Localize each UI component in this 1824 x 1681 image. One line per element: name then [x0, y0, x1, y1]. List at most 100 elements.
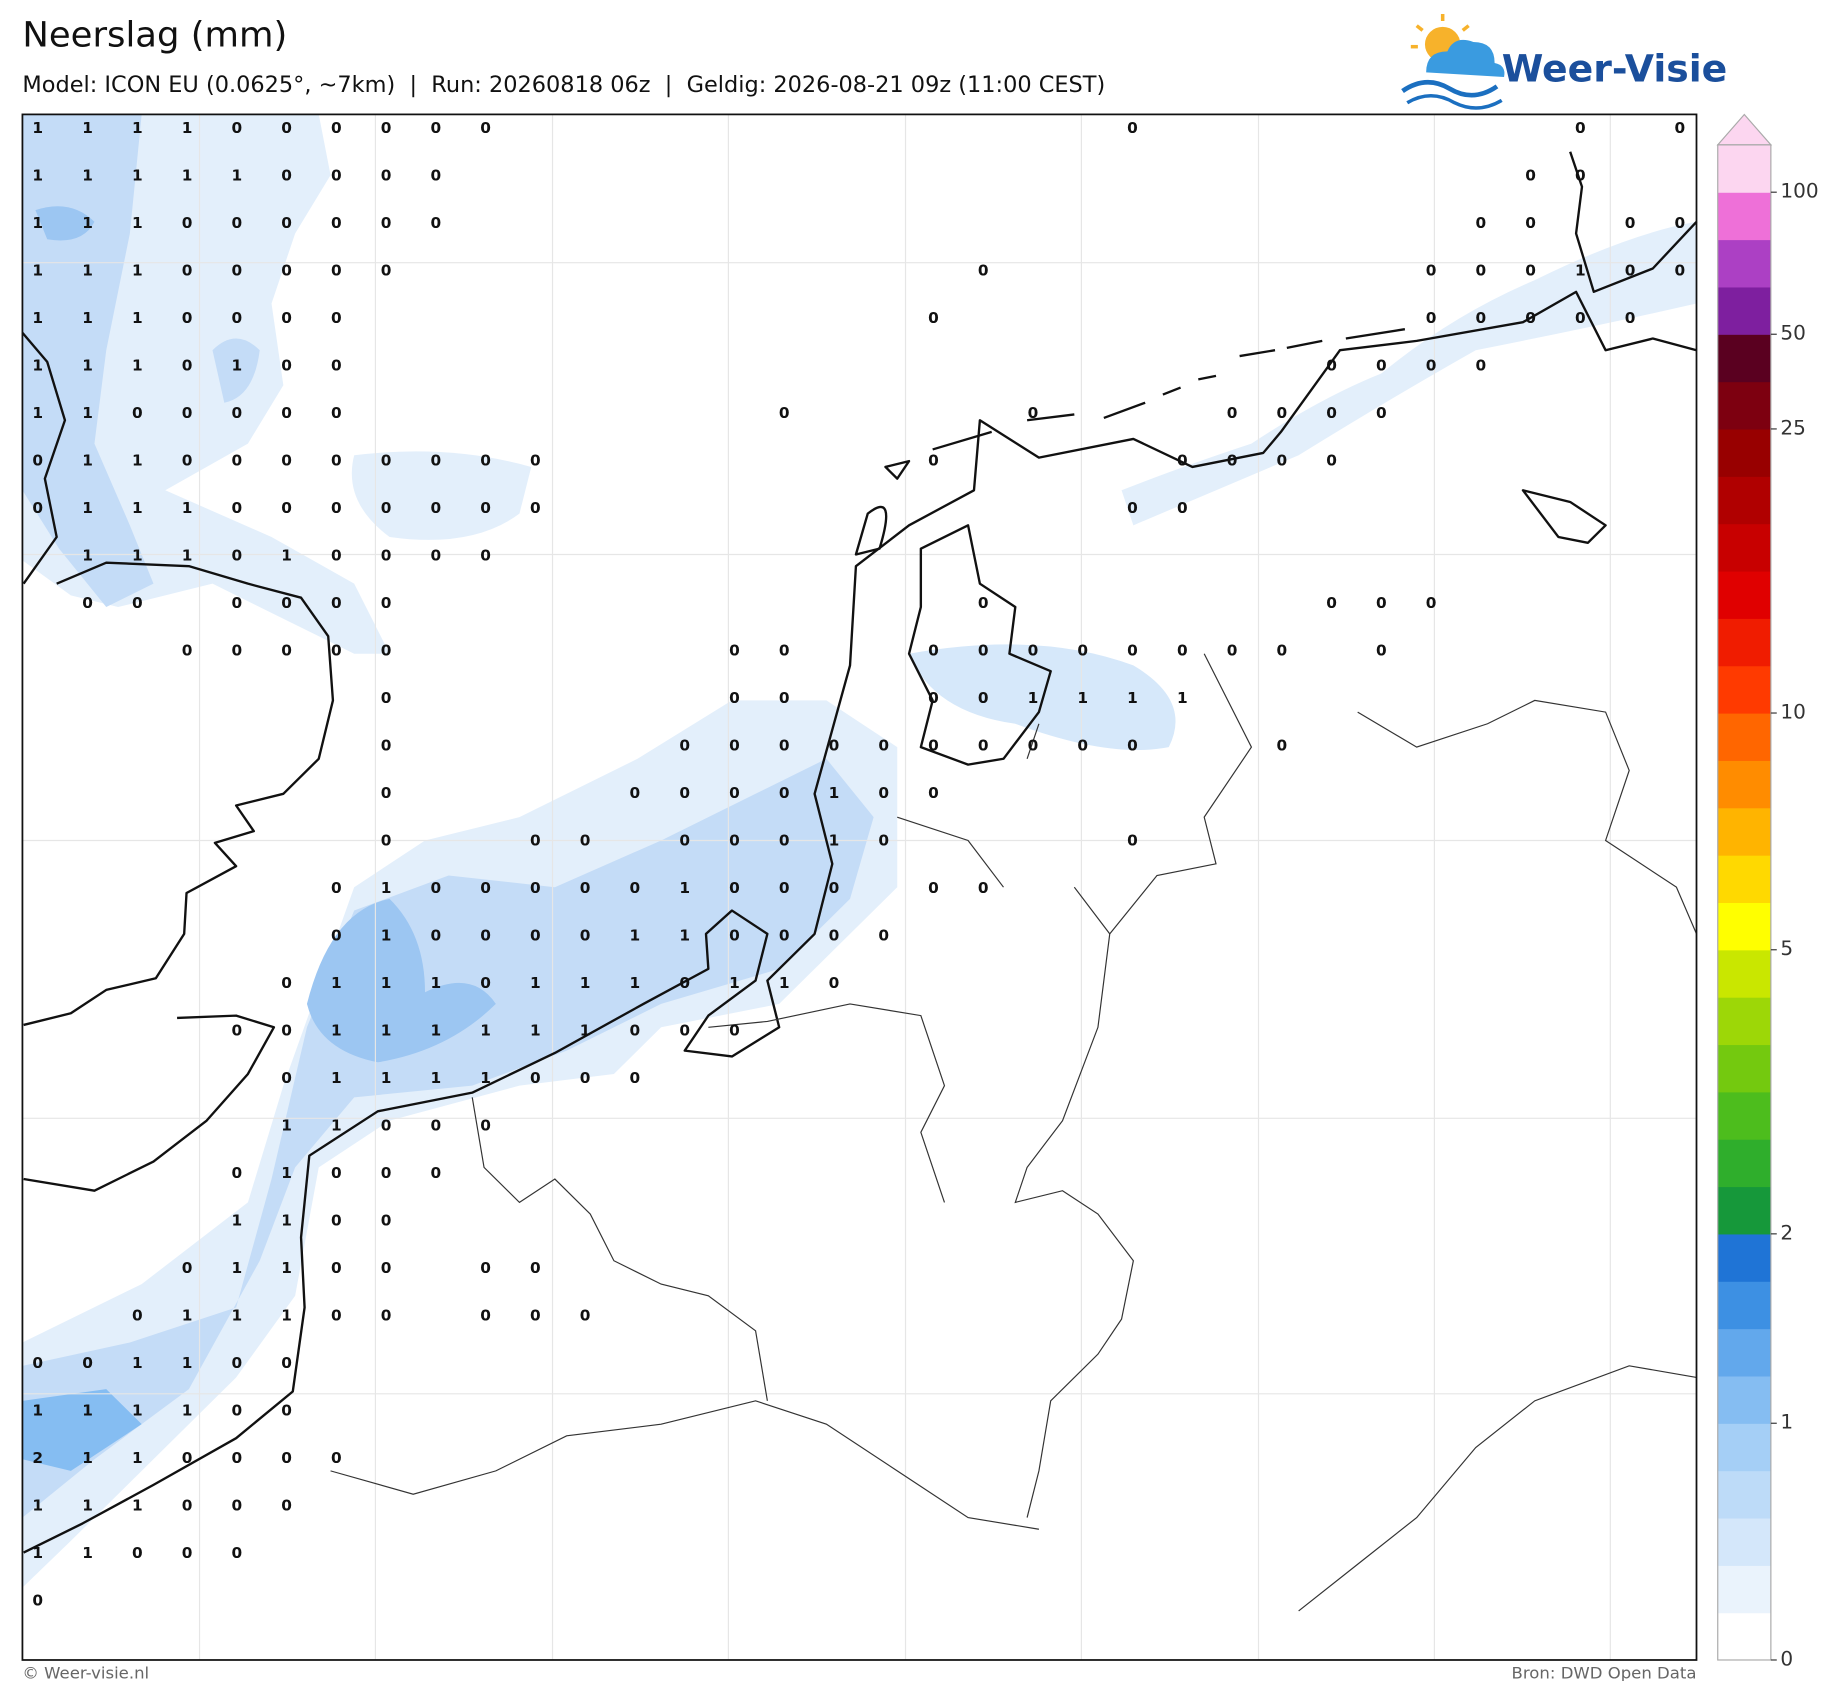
point-value: 0 [878, 832, 889, 850]
point-value: 0 [679, 832, 690, 850]
point-value: 1 [132, 357, 143, 375]
point-value: 1 [182, 1402, 193, 1420]
point-value: 0 [82, 594, 93, 612]
point-value: 0 [779, 642, 790, 660]
colorbar-segment [1717, 381, 1771, 430]
point-value: 0 [231, 1164, 242, 1182]
point-value: 0 [480, 1307, 491, 1325]
logo-text: Weer-Visie [1502, 47, 1728, 91]
point-value: 0 [381, 784, 392, 802]
point-value: 0 [381, 1307, 392, 1325]
point-value: 0 [331, 1259, 342, 1277]
point-value: 1 [231, 1307, 242, 1325]
colorbar-segment [1717, 1233, 1771, 1282]
colorbar-segment [1717, 570, 1771, 619]
point-value: 1 [182, 1354, 193, 1372]
point-value: 0 [1276, 642, 1287, 660]
point-value: 1 [32, 261, 43, 279]
point-value: 0 [1426, 309, 1437, 327]
point-value: 0 [32, 452, 43, 470]
point-value: 1 [281, 547, 292, 565]
point-value: 0 [829, 927, 840, 945]
point-value: 0 [331, 642, 342, 660]
colorbar-segment [1717, 1328, 1771, 1377]
colorbar-segment [1717, 1423, 1771, 1472]
point-value: 0 [381, 547, 392, 565]
point-value: 1 [630, 974, 641, 992]
point-value: 0 [381, 452, 392, 470]
point-value: 0 [231, 1022, 242, 1040]
point-value: 0 [281, 974, 292, 992]
point-value: 0 [431, 547, 442, 565]
point-value: 1 [182, 547, 193, 565]
point-value: 0 [281, 642, 292, 660]
coastlines [21, 151, 1698, 1554]
colorbar-segment [1717, 239, 1771, 288]
point-value: 1 [679, 879, 690, 897]
point-value: 0 [630, 1022, 641, 1040]
point-value: 1 [431, 1022, 442, 1040]
point-value: 1 [82, 1402, 93, 1420]
point-value: 0 [431, 499, 442, 517]
point-value: 0 [1675, 214, 1686, 232]
point-value: 1 [132, 166, 143, 184]
point-value: 0 [779, 737, 790, 755]
point-value: 0 [1376, 357, 1387, 375]
point-value: 0 [1575, 309, 1586, 327]
point-value: 0 [580, 1069, 591, 1087]
point-value: 0 [978, 689, 989, 707]
point-value: 0 [1177, 642, 1188, 660]
point-value: 0 [580, 1307, 591, 1325]
point-value: 1 [32, 1544, 43, 1562]
point-value: 0 [182, 1544, 193, 1562]
point-value: 0 [580, 927, 591, 945]
colorbar-segment [1717, 1470, 1771, 1519]
point-value: 0 [281, 1022, 292, 1040]
colorbar-tick-label: 5 [1780, 936, 1793, 960]
point-value: 0 [928, 879, 939, 897]
point-value: 1 [182, 1307, 193, 1325]
colorbar-segment [1717, 428, 1771, 477]
point-value: 0 [729, 1022, 740, 1040]
point-value: 0 [32, 1592, 43, 1610]
colorbar-segment [1717, 523, 1771, 572]
point-value: 0 [231, 309, 242, 327]
point-value: 0 [331, 309, 342, 327]
point-value: 1 [32, 119, 43, 137]
point-value: 0 [779, 879, 790, 897]
point-value: 0 [182, 642, 193, 660]
point-value: 0 [1326, 357, 1337, 375]
point-value: 0 [480, 499, 491, 517]
point-value: 0 [1625, 261, 1636, 279]
point-value: 0 [231, 499, 242, 517]
point-value: 0 [1376, 594, 1387, 612]
colorbar-tick-label: 50 [1780, 321, 1806, 345]
point-value: 1 [132, 499, 143, 517]
point-value: 0 [1127, 499, 1138, 517]
point-value: 1 [331, 1022, 342, 1040]
point-value: 0 [729, 832, 740, 850]
point-value: 0 [928, 689, 939, 707]
colorbar-tick-label: 0 [1780, 1647, 1793, 1671]
point-value: 0 [431, 214, 442, 232]
point-value: 0 [1476, 309, 1487, 327]
point-value: 0 [231, 1354, 242, 1372]
point-value: 0 [132, 1307, 143, 1325]
colorbar-extend [1716, 113, 1773, 146]
colorbar-segment [1717, 1517, 1771, 1566]
colorbar-segment [1717, 192, 1771, 241]
point-value: 0 [281, 594, 292, 612]
point-value: 1 [1177, 689, 1188, 707]
colorbar-segment [1717, 760, 1771, 809]
point-value: 0 [928, 784, 939, 802]
point-value: 0 [182, 309, 193, 327]
point-value: 0 [1376, 642, 1387, 660]
point-value: 0 [182, 1259, 193, 1277]
colorbar-tick-label: 10 [1780, 700, 1806, 724]
point-value: 0 [431, 1117, 442, 1135]
point-value: 1 [381, 974, 392, 992]
point-value: 0 [530, 1307, 541, 1325]
point-value: 0 [679, 784, 690, 802]
map: 1 1 1 1 0 0 0 0 0 0 0 0 0 1 1 1 1 1 0 0 0 0 0 0 1 1 1 0 0 0 0 0 0 0 0 0 0 1 1 1… [21, 113, 1698, 1661]
